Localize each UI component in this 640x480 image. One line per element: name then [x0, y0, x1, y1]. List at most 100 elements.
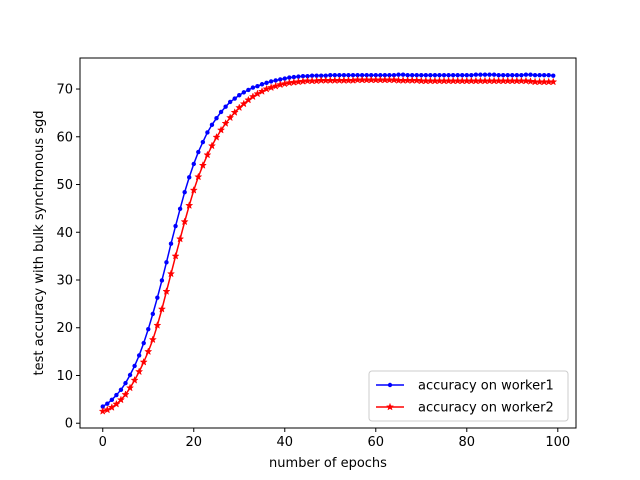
data-point	[205, 130, 210, 135]
data-point	[237, 93, 242, 98]
data-point	[482, 72, 488, 77]
series-2	[98, 75, 558, 415]
data-point	[203, 150, 212, 159]
y-tick-label: 10	[56, 369, 73, 384]
y-tick-label: 30	[56, 274, 73, 289]
series-1	[100, 72, 556, 409]
data-point	[100, 404, 105, 409]
data-point	[162, 287, 171, 295]
data-point	[549, 77, 558, 86]
data-point	[391, 72, 397, 78]
data-point	[109, 397, 115, 403]
y-tick-label: 60	[56, 130, 73, 145]
data-point	[153, 321, 162, 329]
data-point	[287, 75, 292, 80]
data-point	[212, 132, 221, 141]
plot-area	[98, 72, 558, 415]
data-point	[253, 89, 262, 98]
data-point	[514, 72, 520, 78]
data-point	[135, 367, 144, 376]
data-point	[118, 387, 124, 393]
data-point	[123, 380, 128, 386]
data-point	[446, 72, 451, 78]
axis-ticks: 0 20 40 60 80 100 0 10 20 30 40 50 60 70	[56, 83, 570, 450]
data-point	[282, 76, 287, 81]
data-point	[387, 72, 392, 78]
data-point	[127, 372, 133, 378]
data-point	[409, 72, 415, 78]
data-point	[255, 83, 260, 89]
y-axis-label: test accuracy with bulk synchronous sgd	[32, 110, 47, 375]
data-point	[460, 72, 465, 78]
data-point	[230, 108, 239, 116]
data-point	[180, 217, 189, 226]
legend-label: accuracy on worker1	[418, 379, 554, 394]
data-point	[146, 326, 151, 332]
data-point	[168, 241, 174, 246]
x-tick-label: 40	[276, 435, 293, 450]
data-point	[291, 74, 297, 80]
data-point	[114, 392, 119, 398]
data-point	[116, 395, 126, 404]
data-point	[232, 96, 237, 101]
data-point	[259, 82, 265, 87]
legend-entry: accuracy on worker1	[376, 379, 554, 394]
x-tick-label: 100	[545, 435, 570, 450]
y-tick-label: 70	[56, 83, 73, 98]
data-point	[332, 72, 338, 78]
data-point	[455, 72, 460, 78]
data-point	[257, 87, 267, 95]
data-point	[521, 76, 531, 85]
data-point	[159, 278, 165, 283]
data-point	[227, 99, 233, 105]
data-point	[505, 72, 510, 78]
data-point	[278, 77, 283, 82]
series-line	[102, 73, 554, 408]
y-tick-label: 0	[65, 417, 73, 432]
data-point	[273, 78, 278, 83]
data-point	[216, 125, 226, 134]
legend-box	[368, 370, 569, 422]
legend-marker	[387, 382, 393, 388]
data-point	[130, 375, 139, 384]
data-point	[464, 72, 469, 78]
data-point	[268, 79, 274, 84]
data-point	[473, 72, 479, 77]
data-point	[141, 340, 146, 346]
data-point	[432, 72, 438, 78]
data-point	[125, 383, 135, 392]
data-point	[423, 72, 429, 78]
data-point	[382, 72, 388, 78]
data-point	[441, 72, 447, 78]
x-tick-label: 0	[99, 435, 107, 450]
data-point	[359, 72, 365, 78]
data-point	[177, 206, 183, 212]
data-point	[551, 73, 556, 78]
data-point	[437, 72, 442, 78]
data-point	[337, 72, 342, 78]
x-axis-label: number of epochs	[269, 456, 387, 471]
data-point	[241, 90, 247, 95]
data-point	[546, 72, 551, 78]
data-point	[191, 161, 196, 167]
data-point	[207, 141, 217, 150]
y-tick-label: 40	[56, 226, 73, 241]
axes-frame	[79, 57, 577, 429]
data-point	[250, 85, 256, 90]
data-point	[500, 72, 506, 78]
data-point	[173, 223, 178, 229]
data-point	[318, 73, 324, 78]
data-point	[369, 72, 374, 78]
data-point	[209, 122, 215, 128]
data-point	[164, 260, 169, 265]
data-point	[450, 72, 456, 78]
data-point	[323, 73, 328, 78]
data-point	[150, 311, 156, 317]
legend-marker	[385, 402, 395, 411]
data-point	[300, 73, 306, 79]
legend: accuracy on worker1 accuracy on worker2	[368, 370, 569, 422]
data-point	[510, 72, 515, 78]
data-point	[144, 347, 153, 356]
data-point	[389, 75, 399, 84]
data-point	[198, 161, 207, 169]
